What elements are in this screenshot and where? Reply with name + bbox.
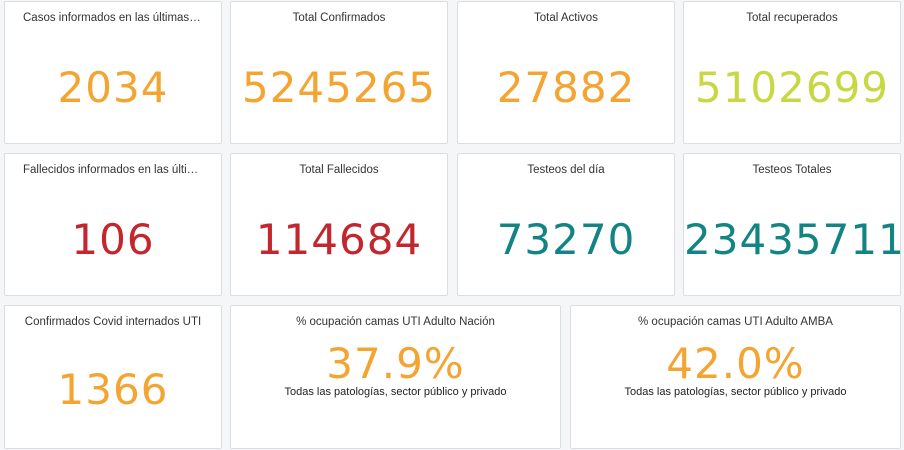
card-total-activos: Total Activos 27882 — [457, 1, 675, 144]
card-total-fallecidos: Total Fallecidos 114684 — [230, 153, 448, 296]
card-total-recuperados: Total recuperados 5102699 — [683, 1, 901, 144]
card-value: 106 — [71, 215, 155, 264]
card-title: Total recuperados — [746, 12, 838, 24]
card-casos-24hs: Casos informados en las últimas 24 hs 20… — [4, 1, 222, 144]
card-value: 42.0% — [666, 339, 805, 388]
card-internados-uti: Confirmados Covid internados UTI 1366 — [4, 305, 222, 449]
card-value: 37.9% — [326, 339, 465, 388]
card-title: Casos informados en las últimas 24 hs — [23, 12, 203, 24]
card-value: 27882 — [496, 63, 636, 112]
card-subtitle: Todas las patologías, sector público y p… — [624, 386, 847, 398]
card-testeos-dia: Testeos del día 73270 — [457, 153, 675, 296]
card-fallecidos-24hs: Fallecidos informados en las últimas 24 … — [4, 153, 222, 296]
card-ocupacion-amba: % ocupación camas UTI Adulto AMBA 42.0% … — [570, 305, 901, 449]
card-value: 5102699 — [694, 63, 890, 112]
card-title: % ocupación camas UTI Adulto Nación — [296, 316, 495, 328]
card-title: Total Activos — [534, 12, 598, 24]
card-title: % ocupación camas UTI Adulto AMBA — [638, 316, 833, 328]
card-value: 73270 — [496, 215, 636, 264]
card-title: Fallecidos informados en las últimas 24 … — [23, 164, 203, 176]
card-value: 5245265 — [241, 63, 437, 112]
card-title: Total Confirmados — [292, 12, 386, 24]
card-title: Testeos Totales — [752, 164, 832, 176]
card-ocupacion-nacion: % ocupación camas UTI Adulto Nación 37.9… — [230, 305, 561, 449]
card-value: 114684 — [255, 215, 423, 264]
card-total-confirmados: Total Confirmados 5245265 — [230, 1, 448, 144]
card-value: 1366 — [57, 365, 169, 414]
card-value: 2034 — [57, 63, 169, 112]
card-subtitle: Todas las patologías, sector público y p… — [284, 386, 507, 398]
card-testeos-totales: Testeos Totales 23435711 — [683, 153, 901, 296]
card-title: Confirmados Covid internados UTI — [24, 316, 202, 328]
card-title: Total Fallecidos — [299, 164, 379, 176]
card-title: Testeos del día — [527, 164, 605, 176]
card-value: 23435711 — [684, 215, 901, 264]
